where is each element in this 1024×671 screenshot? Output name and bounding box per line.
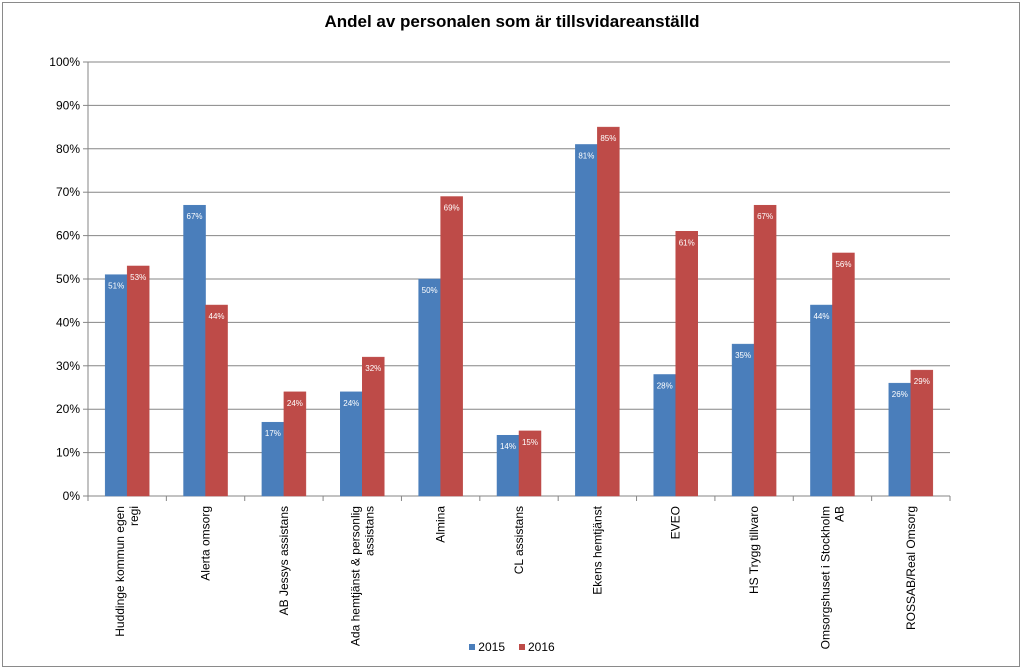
data-label: 24% — [287, 399, 303, 408]
chart-title: Andel av personalen som är tillsvidarean… — [324, 12, 700, 31]
data-label: 28% — [657, 381, 673, 390]
data-label: 29% — [914, 377, 930, 386]
x-category-label: HS Trygg tillvaro — [747, 506, 761, 594]
y-tick-label: 10% — [56, 446, 80, 460]
bar-2016 — [910, 369, 934, 497]
bar-2016 — [362, 356, 385, 497]
bar-2015 — [888, 382, 912, 497]
bar-2015 — [104, 274, 128, 497]
data-label: 61% — [679, 238, 695, 247]
x-category-label: AB — [832, 506, 846, 522]
data-label: 44% — [813, 312, 829, 321]
data-label: 35% — [735, 351, 751, 360]
bar-2016 — [126, 265, 150, 497]
data-label: 67% — [187, 212, 203, 221]
bar-2016 — [205, 304, 228, 497]
bar-2015 — [575, 144, 598, 497]
x-category-label: Huddinge kommun egen — [113, 506, 127, 637]
bar-2015 — [183, 204, 206, 497]
y-tick-label: 60% — [56, 229, 80, 243]
legend: 2015 2016 — [0, 640, 1024, 654]
data-label: 15% — [522, 438, 538, 447]
legend-item-2016: 2016 — [519, 640, 555, 654]
x-category-label: Ekens hemtjänst — [590, 505, 604, 594]
data-label: 44% — [209, 312, 225, 321]
y-tick-label: 50% — [56, 272, 80, 286]
y-tick-label: 70% — [56, 185, 80, 199]
x-category-label: Alerta omsorg — [199, 506, 213, 581]
x-category-label: CL assistans — [512, 506, 526, 574]
legend-swatch-2016 — [519, 644, 525, 650]
bar-2015 — [731, 343, 755, 497]
legend-item-2015: 2015 — [469, 640, 505, 654]
legend-label-2015: 2015 — [478, 640, 505, 654]
y-tick-label: 90% — [56, 98, 80, 112]
bar-2016 — [597, 126, 620, 497]
x-category-label: assistans — [362, 506, 376, 556]
data-label: 85% — [600, 134, 616, 143]
x-category-label: AB Jessys assistans — [277, 506, 291, 615]
bar-2016 — [518, 430, 542, 497]
data-label: 53% — [130, 273, 146, 282]
x-category-label: Omsorgshuset i Stockholm — [818, 506, 832, 649]
bar-2016 — [440, 196, 463, 497]
bar-2015 — [653, 374, 676, 497]
bar-2015 — [418, 278, 441, 497]
data-label: 17% — [265, 429, 281, 438]
data-label: 24% — [343, 399, 359, 408]
bar-2016 — [283, 391, 307, 497]
data-label: 14% — [500, 442, 516, 451]
legend-label-2016: 2016 — [528, 640, 555, 654]
bar-2015 — [810, 304, 833, 497]
x-category-label: ROSSAB/Real Omsorg — [904, 506, 918, 630]
y-tick-label: 0% — [63, 489, 81, 503]
data-label: 51% — [108, 282, 124, 291]
y-tick-label: 100% — [49, 55, 80, 69]
y-tick-label: 80% — [56, 142, 80, 156]
data-label: 81% — [578, 151, 594, 160]
bar-2016 — [832, 252, 855, 497]
data-label: 32% — [365, 364, 381, 373]
data-label: 69% — [444, 204, 460, 213]
legend-swatch-2015 — [469, 644, 476, 650]
y-tick-label: 40% — [56, 315, 80, 329]
x-category-label: EVEO — [669, 506, 683, 539]
data-label: 50% — [422, 286, 438, 295]
data-label: 26% — [892, 390, 908, 399]
data-label: 56% — [835, 260, 851, 269]
bar-2016 — [675, 231, 698, 497]
x-category-label: regi — [127, 506, 141, 526]
x-category-label: Almina — [434, 506, 448, 543]
data-label: 67% — [757, 212, 773, 221]
bar-2016 — [753, 204, 777, 497]
y-tick-label: 30% — [56, 359, 80, 373]
y-tick-label: 20% — [56, 402, 80, 416]
x-category-label: Ada hemtjänst & personlig — [348, 506, 362, 646]
